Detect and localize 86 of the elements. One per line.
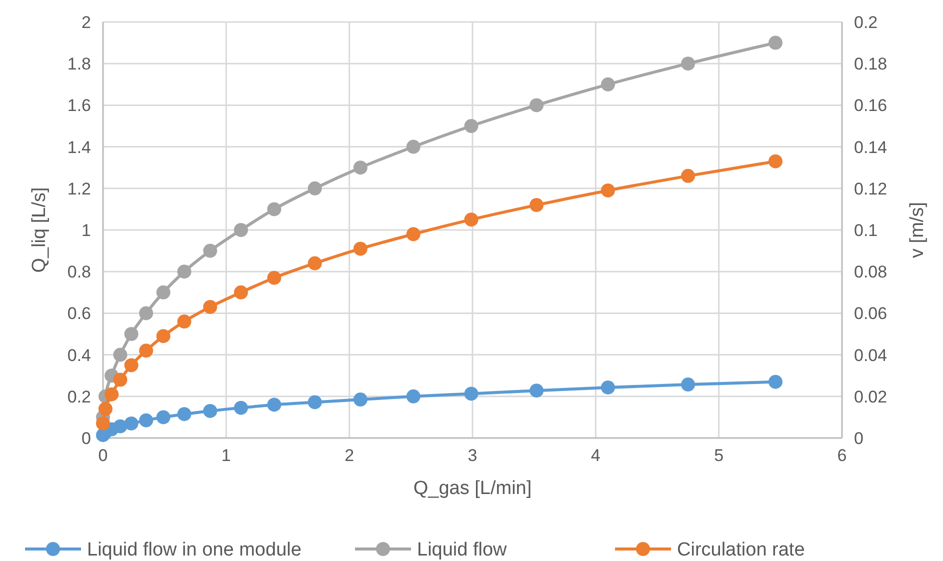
y-tick-label: 1.2 [67, 179, 91, 198]
y2-tick-label: 0.08 [854, 262, 888, 282]
y2-tick-label: 0.18 [854, 54, 888, 74]
x-tick-label: 1 [221, 446, 231, 465]
point [139, 413, 154, 428]
point [139, 344, 154, 358]
y-tick-label: 1.4 [67, 138, 91, 157]
y2-tick-label: 0.16 [854, 96, 888, 116]
y2-tick-label: 0 [854, 428, 864, 448]
y-tick-label: 0.2 [67, 387, 91, 406]
point [768, 154, 782, 168]
y2-tick-label: 0.06 [854, 304, 888, 324]
y2-tick-label: 0.1 [854, 220, 878, 240]
x-tick-label: 4 [590, 446, 600, 465]
y-tick-label: 0.8 [67, 262, 91, 282]
x-tick-label: 0 [98, 446, 108, 465]
point [234, 400, 248, 415]
point [353, 242, 368, 256]
y-tick-label: 1.8 [67, 54, 91, 74]
point [406, 389, 420, 404]
point [139, 306, 154, 320]
y-axis-title: Q_liq [L/s] [29, 187, 50, 273]
point [308, 181, 322, 196]
x-tick-label: 5 [714, 446, 724, 465]
point [234, 223, 248, 237]
point [177, 264, 192, 279]
point [177, 407, 192, 422]
point [203, 244, 218, 258]
point [681, 378, 696, 392]
point [156, 329, 170, 344]
point [113, 372, 128, 387]
x-tick-label: 6 [837, 446, 847, 465]
point [113, 419, 128, 434]
legend-label: Liquid flow in one module [87, 540, 302, 561]
point [530, 384, 544, 398]
point [156, 285, 170, 300]
point [768, 36, 782, 50]
point [464, 212, 478, 227]
point [203, 300, 218, 314]
point [234, 285, 248, 300]
point [156, 410, 170, 424]
point [681, 56, 696, 71]
y2-tick-label: 0.04 [854, 346, 888, 365]
y-tick-label: 0.6 [67, 304, 91, 324]
y2-axis-title: v [m/s] [907, 202, 928, 258]
point [96, 416, 110, 430]
point [464, 386, 478, 401]
x-axis-title: Q_gas [L/min] [413, 478, 532, 499]
point [124, 358, 138, 372]
y-tick-label: 1 [82, 220, 91, 240]
legend-label: Liquid flow [417, 540, 508, 561]
y2-tick-label: 0.14 [854, 138, 888, 157]
point [768, 374, 782, 389]
point [600, 77, 615, 92]
point [113, 348, 128, 362]
point [406, 140, 420, 154]
point [530, 98, 544, 112]
point [267, 270, 282, 285]
point [124, 327, 138, 341]
legend-label: Circulation rate [677, 540, 805, 561]
point [104, 387, 119, 402]
y2-tick-label: 0.02 [854, 387, 888, 406]
point [124, 416, 138, 430]
x-tick-label: 2 [344, 446, 354, 465]
y-tick-label: 0 [82, 428, 91, 448]
point [308, 395, 322, 410]
point [681, 168, 696, 183]
x-tick-label: 3 [468, 446, 478, 465]
y-tick-label: 1.6 [67, 96, 91, 116]
point [267, 398, 282, 412]
point [406, 227, 420, 242]
point [600, 380, 615, 394]
point [203, 404, 218, 418]
y-tick-label: 2 [82, 12, 91, 32]
point [98, 402, 112, 416]
point [464, 119, 478, 133]
point [353, 392, 368, 407]
y-tick-label: 0.4 [67, 346, 91, 365]
point [177, 314, 192, 329]
point [530, 198, 544, 212]
point [600, 183, 615, 198]
y2-tick-label: 0.12 [854, 179, 888, 198]
point [308, 256, 322, 270]
point [267, 202, 282, 216]
point [353, 160, 368, 175]
y2-tick-label: 0.2 [854, 12, 878, 32]
